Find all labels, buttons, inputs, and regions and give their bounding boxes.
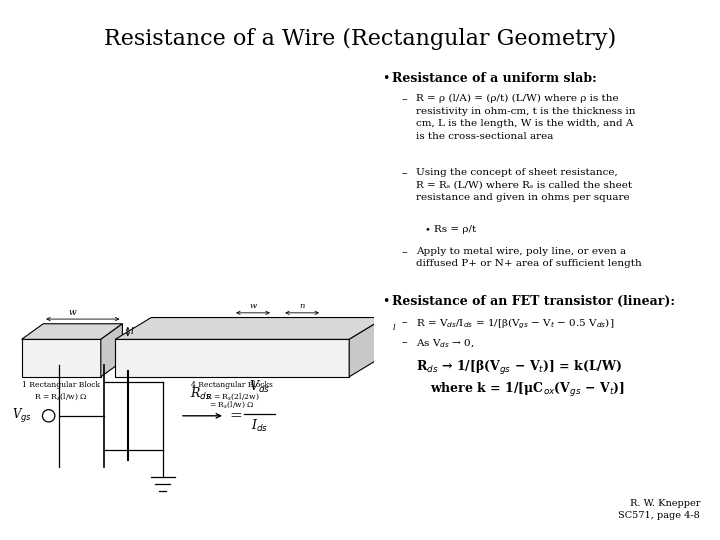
Text: R. W. Knepper
SC571, page 4-8: R. W. Knepper SC571, page 4-8 xyxy=(618,499,700,520)
Text: Resistance of a uniform slab:: Resistance of a uniform slab: xyxy=(392,72,597,85)
Text: R$_{ds}$: R$_{ds}$ xyxy=(190,386,212,402)
Text: Resistance of an FET transistor (linear):: Resistance of an FET transistor (linear)… xyxy=(392,295,675,308)
Text: Using the concept of sheet resistance,
R = Rₛ (L/W) where Rₛ is called the sheet: Using the concept of sheet resistance, R… xyxy=(416,168,632,202)
Text: –: – xyxy=(402,94,408,104)
Text: = R$_s$(l/w) Ω: = R$_s$(l/w) Ω xyxy=(210,399,255,410)
Polygon shape xyxy=(101,324,122,377)
Text: –: – xyxy=(402,247,408,257)
Text: –: – xyxy=(402,317,408,327)
Text: R = R$_s$(l/w) Ω: R = R$_s$(l/w) Ω xyxy=(35,391,88,402)
Polygon shape xyxy=(115,339,349,377)
Text: •: • xyxy=(424,225,430,234)
Text: n: n xyxy=(300,302,305,310)
Text: Resistance of a Wire (Rectangular Geometry): Resistance of a Wire (Rectangular Geomet… xyxy=(104,28,616,50)
Text: –: – xyxy=(402,337,408,347)
Polygon shape xyxy=(22,339,101,377)
Text: Rs = ρ/t: Rs = ρ/t xyxy=(434,225,476,234)
Text: 1 Rectangular Block: 1 Rectangular Block xyxy=(22,381,100,389)
Text: l: l xyxy=(131,327,133,336)
Text: As V$_{ds}$ → 0,: As V$_{ds}$ → 0, xyxy=(416,337,474,349)
Polygon shape xyxy=(115,318,385,339)
Text: Apply to metal wire, poly line, or even a
diffused P+ or N+ area of sufficient l: Apply to metal wire, poly line, or even … xyxy=(416,247,642,268)
Text: R = V$_{ds}$/I$_{ds}$ = 1/[β(V$_{gs}$ − V$_t$ − 0.5 V$_{ds}$)]: R = V$_{ds}$/I$_{ds}$ = 1/[β(V$_{gs}$ − … xyxy=(416,317,614,332)
Text: 4 Rectangular Blocks: 4 Rectangular Blocks xyxy=(192,381,273,389)
Text: w: w xyxy=(68,308,76,316)
Text: I$_{ds}$: I$_{ds}$ xyxy=(251,417,268,434)
Polygon shape xyxy=(22,324,122,339)
Text: •: • xyxy=(382,295,390,308)
Text: R$_{ds}$ → 1/[β(V$_{gs}$ − V$_t$)] = k(L/W): R$_{ds}$ → 1/[β(V$_{gs}$ − V$_t$)] = k(L… xyxy=(416,359,622,377)
Text: •: • xyxy=(382,72,390,85)
Text: V$_{gs}$: V$_{gs}$ xyxy=(12,407,32,425)
Text: R = ρ (l/A) = (ρ/t) (L/W) where ρ is the
resistivity in ohm-cm, t is the thickne: R = ρ (l/A) = (ρ/t) (L/W) where ρ is the… xyxy=(416,94,636,140)
Text: =: = xyxy=(229,409,242,423)
Text: where k = 1/[μC$_{ox}$(V$_{gs}$ − V$_t$)]: where k = 1/[μC$_{ox}$(V$_{gs}$ − V$_t$)… xyxy=(430,381,625,399)
Text: l: l xyxy=(392,325,395,333)
Polygon shape xyxy=(349,318,385,377)
Text: –: – xyxy=(402,168,408,178)
Text: w: w xyxy=(249,302,256,310)
Text: V$_{ds}$: V$_{ds}$ xyxy=(249,379,270,395)
Circle shape xyxy=(42,410,55,422)
Text: R = R$_s$(2l/2w): R = R$_s$(2l/2w) xyxy=(205,391,259,402)
